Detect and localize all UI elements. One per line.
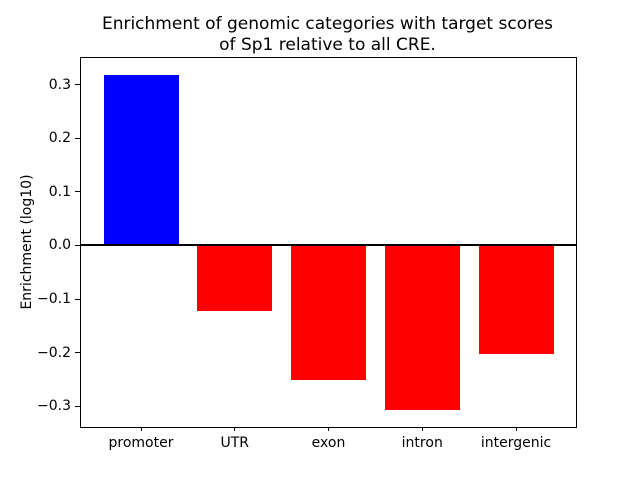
bar-exon bbox=[291, 245, 366, 381]
x-axis-tick bbox=[234, 427, 236, 431]
x-tick-label-promoter: promoter bbox=[108, 435, 174, 451]
y-tick-label: 0.1 bbox=[48, 183, 71, 200]
x-axis-tick bbox=[515, 427, 517, 431]
y-axis-tick bbox=[75, 191, 80, 193]
bar-promoter bbox=[103, 74, 179, 246]
y-axis-tick bbox=[75, 298, 80, 300]
y-axis-tick bbox=[75, 405, 80, 407]
y-tick-label: 0.2 bbox=[48, 130, 71, 147]
x-tick-label-intergenic: intergenic bbox=[480, 435, 552, 451]
y-tick-label: −0.1 bbox=[37, 291, 71, 307]
zero-line bbox=[81, 244, 576, 247]
x-tick-label-UTR: UTR bbox=[220, 435, 250, 451]
bar-intergenic bbox=[478, 245, 554, 355]
y-axis-tick bbox=[75, 244, 80, 246]
chart-title: Enrichment of genomic categories with ta… bbox=[101, 14, 554, 55]
y-tick-label: 0.0 bbox=[48, 237, 71, 254]
x-axis-tick bbox=[328, 427, 329, 431]
bar-UTR bbox=[197, 245, 273, 312]
x-axis-tick bbox=[140, 427, 142, 431]
y-tick-label: −0.3 bbox=[37, 398, 71, 415]
y-axis-tick bbox=[75, 352, 80, 354]
plot-area: 0.3 0.2 0.1 0.0 −0.1 −0.2 −0.3 promoter UTR exon i… bbox=[37, 57, 577, 451]
x-tick-label-exon: exon bbox=[311, 435, 346, 451]
y-tick-label: 0.3 bbox=[48, 76, 71, 93]
bar-intron bbox=[384, 245, 460, 410]
x-axis-tick bbox=[421, 427, 423, 431]
y-tick-label: −0.2 bbox=[37, 344, 71, 361]
y-axis-tick bbox=[75, 137, 80, 139]
x-tick-label-intron: intron bbox=[401, 435, 443, 451]
y-axis-tick bbox=[75, 84, 80, 86]
